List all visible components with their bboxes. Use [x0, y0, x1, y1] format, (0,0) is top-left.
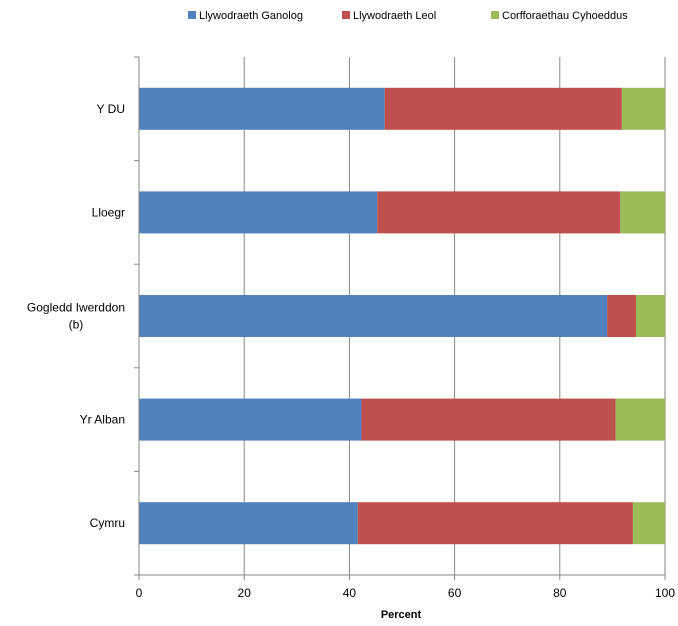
- bar-2-3: [607, 295, 637, 337]
- axes: 0 20 40 60 80 100 Y DU Lloegr Gogledd Iwerddon (b…: [27, 56, 675, 600]
- legend-swatch-3: [491, 11, 499, 19]
- bar-2-2: [377, 191, 621, 234]
- x-tick-label-0: 0: [136, 586, 143, 600]
- x-axis-title: Percent: [381, 609, 422, 621]
- bar-1-4: [139, 398, 362, 441]
- legend-label-3: Corfforaethau Cyhoeddus: [502, 10, 628, 22]
- bar-3-1: [621, 87, 665, 130]
- bar-2-4: [361, 398, 616, 441]
- category-label-3: Gogledd Iwerddon (b): [27, 301, 125, 332]
- bar-3-2: [620, 191, 665, 234]
- legend-swatch-2: [342, 11, 350, 19]
- x-tick-label-3: 60: [448, 586, 462, 600]
- x-tick-label-4: 80: [553, 586, 567, 600]
- category-label-5: Cymru: [90, 516, 125, 530]
- category-label-2: Lloegr: [92, 205, 125, 219]
- category-label-1: Y DU: [97, 102, 125, 116]
- bar-2-1: [384, 87, 622, 130]
- legend-swatch-1: [188, 11, 196, 19]
- x-tick-label-2: 40: [343, 586, 357, 600]
- bar-3-3: [636, 295, 665, 337]
- bars: [139, 87, 665, 545]
- x-tick-label-5: 100: [655, 586, 675, 600]
- bar-1-5: [139, 502, 358, 545]
- x-tick-label-1: 20: [238, 586, 252, 600]
- bar-2-5: [357, 502, 633, 545]
- category-label-4: Yr Alban: [80, 413, 125, 427]
- bar-3-5: [632, 502, 665, 545]
- legend-label-2: Llywodraeth Leol: [353, 10, 436, 22]
- bar-1-3: [139, 295, 608, 337]
- bar-1-1: [139, 87, 385, 130]
- bar-1-2: [139, 191, 378, 234]
- legend-label-1: Llywodraeth Ganolog: [199, 10, 303, 22]
- bar-3-4: [615, 398, 665, 441]
- legend: Llywodraeth Ganolog Llywodraeth Leol Corff…: [188, 10, 628, 22]
